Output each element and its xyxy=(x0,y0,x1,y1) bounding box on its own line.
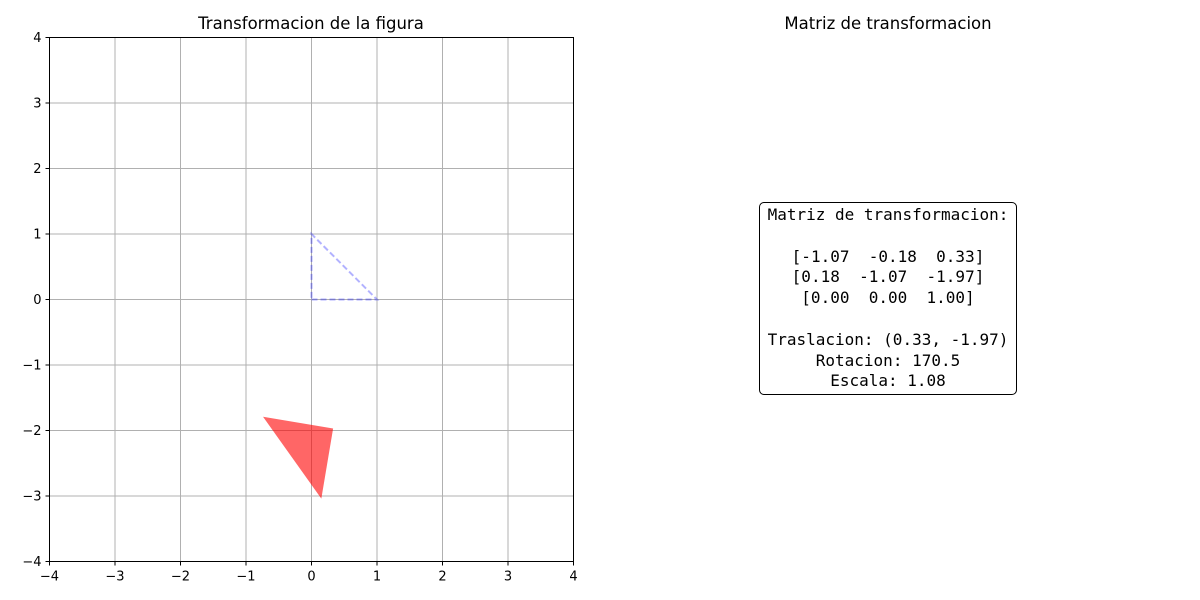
x-tick-label: 0 xyxy=(307,570,315,585)
y-tick-label: 2 xyxy=(33,162,41,177)
shapes xyxy=(263,231,380,499)
ticks: −4 −3 −2 −1 0 1 2 3 4 −4 −3 −2 −1 0 1 2 3 4 xyxy=(22,31,577,585)
x-tick-label: −3 xyxy=(105,570,124,585)
matrix-text-line: [-1.07 -0.18 0.33] xyxy=(791,246,985,266)
y-tick-label: −4 xyxy=(22,555,41,570)
x-tick-label: −1 xyxy=(236,570,255,585)
matrix-text-line xyxy=(760,226,1016,247)
matrix-panel-title: Matriz de transformacion xyxy=(784,14,991,33)
y-tick-label: 0 xyxy=(33,293,41,308)
plot-title: Transformacion de la figura xyxy=(197,14,424,33)
y-tick-label: 3 xyxy=(33,97,41,112)
matrix-text-box: Matriz de transformacion: [-1.07 -0.18 0.… xyxy=(759,202,1017,395)
matrix-text-line: Traslacion: (0.33, -1.97) xyxy=(767,329,1009,349)
x-tick-label: −4 xyxy=(40,570,59,585)
y-tick-label: −2 xyxy=(22,424,41,439)
y-tick-label: −1 xyxy=(22,359,41,374)
x-tick-label: 3 xyxy=(504,570,512,585)
matrix-text-line: Matriz de transformacion: xyxy=(767,205,1009,224)
matrix-text-line: [0.18 -1.07 -1.97] xyxy=(791,267,985,287)
y-tick-label: −3 xyxy=(22,490,41,505)
x-tick-label: 4 xyxy=(569,570,577,585)
matrix-text-line: Escala: 1.08 xyxy=(830,371,946,391)
transformed-triangle xyxy=(263,416,334,499)
matrix-text-line: Rotacion: 170.5 xyxy=(815,350,961,370)
x-tick-label: 1 xyxy=(373,570,381,585)
x-tick-label: 2 xyxy=(438,570,446,585)
y-tick-label: 1 xyxy=(33,228,41,243)
matrix-text-line xyxy=(760,309,1016,330)
y-tick-label: 4 xyxy=(33,31,41,46)
matrix-text-line: [0.00 0.00 1.00] xyxy=(801,288,975,308)
original-triangle xyxy=(310,231,380,301)
x-tick-label: −2 xyxy=(171,570,190,585)
